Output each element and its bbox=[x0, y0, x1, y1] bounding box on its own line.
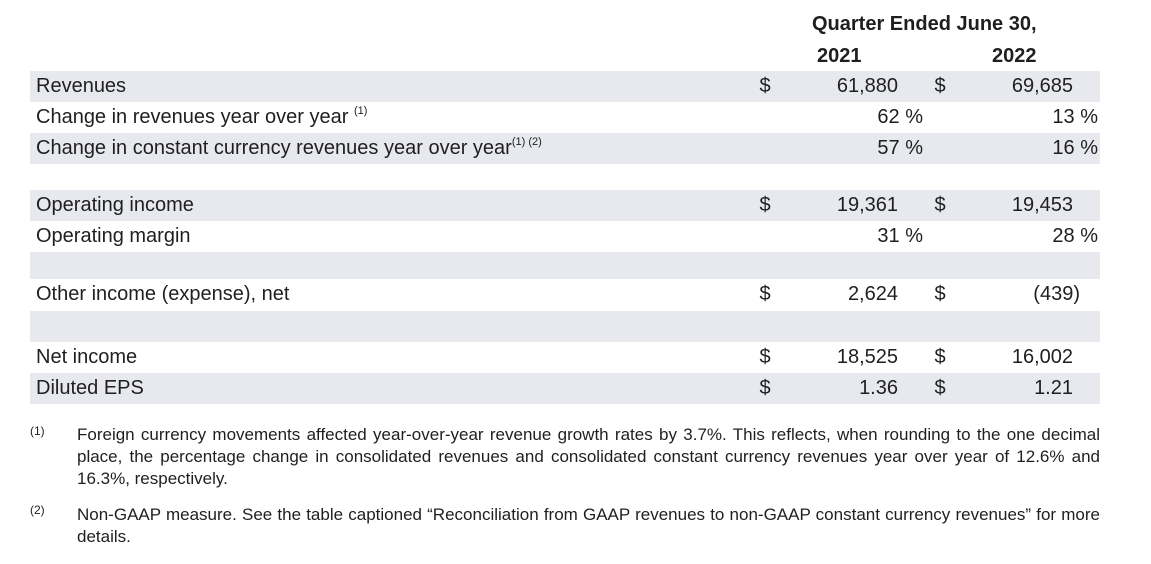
currency-symbol: $ bbox=[934, 75, 946, 97]
column-header-2021: 2021 bbox=[817, 45, 862, 67]
table-row-operating-margin: Operating margin 31 % 28 % bbox=[30, 221, 1100, 252]
value-2021: 31 % bbox=[877, 225, 923, 247]
spacer-row bbox=[30, 252, 1100, 279]
value-2021: 2,624 bbox=[847, 283, 898, 305]
currency-symbol: $ bbox=[759, 377, 771, 399]
value-2022: 1.21 bbox=[1034, 377, 1073, 399]
currency-symbol: $ bbox=[759, 283, 771, 305]
value-2022: 16 % bbox=[1052, 137, 1098, 159]
row-label: Change in constant currency revenues yea… bbox=[36, 136, 542, 160]
value-2022: 13 % bbox=[1052, 106, 1098, 128]
currency-symbol: $ bbox=[934, 283, 946, 305]
column-header-2022: 2022 bbox=[992, 45, 1037, 67]
value-2022: 19,453 bbox=[1011, 194, 1073, 216]
spacer-row bbox=[30, 164, 1100, 190]
value-2022: 16,002 bbox=[1011, 346, 1073, 368]
footnote-marker: (1) bbox=[30, 424, 45, 438]
currency-symbol: $ bbox=[759, 194, 771, 216]
footnote-text: Non-GAAP measure. See the table captione… bbox=[77, 505, 1100, 546]
currency-symbol: $ bbox=[934, 346, 946, 368]
footnote-reference: (1) (2) bbox=[511, 136, 542, 148]
row-label: Operating income bbox=[36, 194, 194, 216]
row-label: Revenues bbox=[36, 75, 127, 97]
spacer-row bbox=[30, 311, 1100, 342]
value-2021: 61,880 bbox=[836, 75, 898, 97]
currency-symbol: $ bbox=[934, 377, 946, 399]
footnote-text: Foreign currency movements affected year… bbox=[77, 425, 1100, 488]
value-2022: 69,685 bbox=[1011, 75, 1073, 97]
currency-symbol: $ bbox=[934, 194, 946, 216]
currency-symbol: $ bbox=[759, 75, 771, 97]
table-row-net-income: Net income $ 18,525 $ 16,002 bbox=[30, 342, 1100, 373]
value-2021: 19,361 bbox=[836, 194, 898, 216]
row-label: Net income bbox=[36, 346, 138, 368]
table-row-constant-currency-change: Change in constant currency revenues yea… bbox=[30, 133, 1100, 164]
value-2022: (439) bbox=[1033, 283, 1080, 305]
value-2022: 28 % bbox=[1052, 225, 1098, 247]
table-row-operating-income: Operating income $ 19,361 $ 19,453 bbox=[30, 190, 1100, 221]
table-row-change-in-revenues: Change in revenues year over year (1) 62… bbox=[30, 102, 1100, 133]
table-row-revenues: Revenues $ 61,880 $ 69,685 bbox=[30, 71, 1100, 102]
row-label: Other income (expense), net bbox=[36, 283, 290, 305]
footnote-marker: (2) bbox=[30, 503, 45, 517]
currency-symbol: $ bbox=[759, 346, 771, 368]
row-label: Diluted EPS bbox=[36, 377, 144, 399]
row-label: Operating margin bbox=[36, 225, 191, 247]
table-header-title: Quarter Ended June 30, bbox=[812, 13, 1037, 35]
table-row-diluted-eps: Diluted EPS $ 1.36 $ 1.21 bbox=[30, 373, 1100, 404]
footnote-reference: (1) bbox=[353, 105, 368, 117]
table-row-other-income: Other income (expense), net $ 2,624 $ (4… bbox=[30, 279, 1100, 310]
value-2021: 18,525 bbox=[836, 346, 898, 368]
value-2021: 62 % bbox=[877, 106, 923, 128]
value-2021: 1.36 bbox=[859, 377, 898, 399]
value-2021: 57 % bbox=[877, 137, 923, 159]
row-label: Change in revenues year over year (1) bbox=[36, 105, 368, 129]
